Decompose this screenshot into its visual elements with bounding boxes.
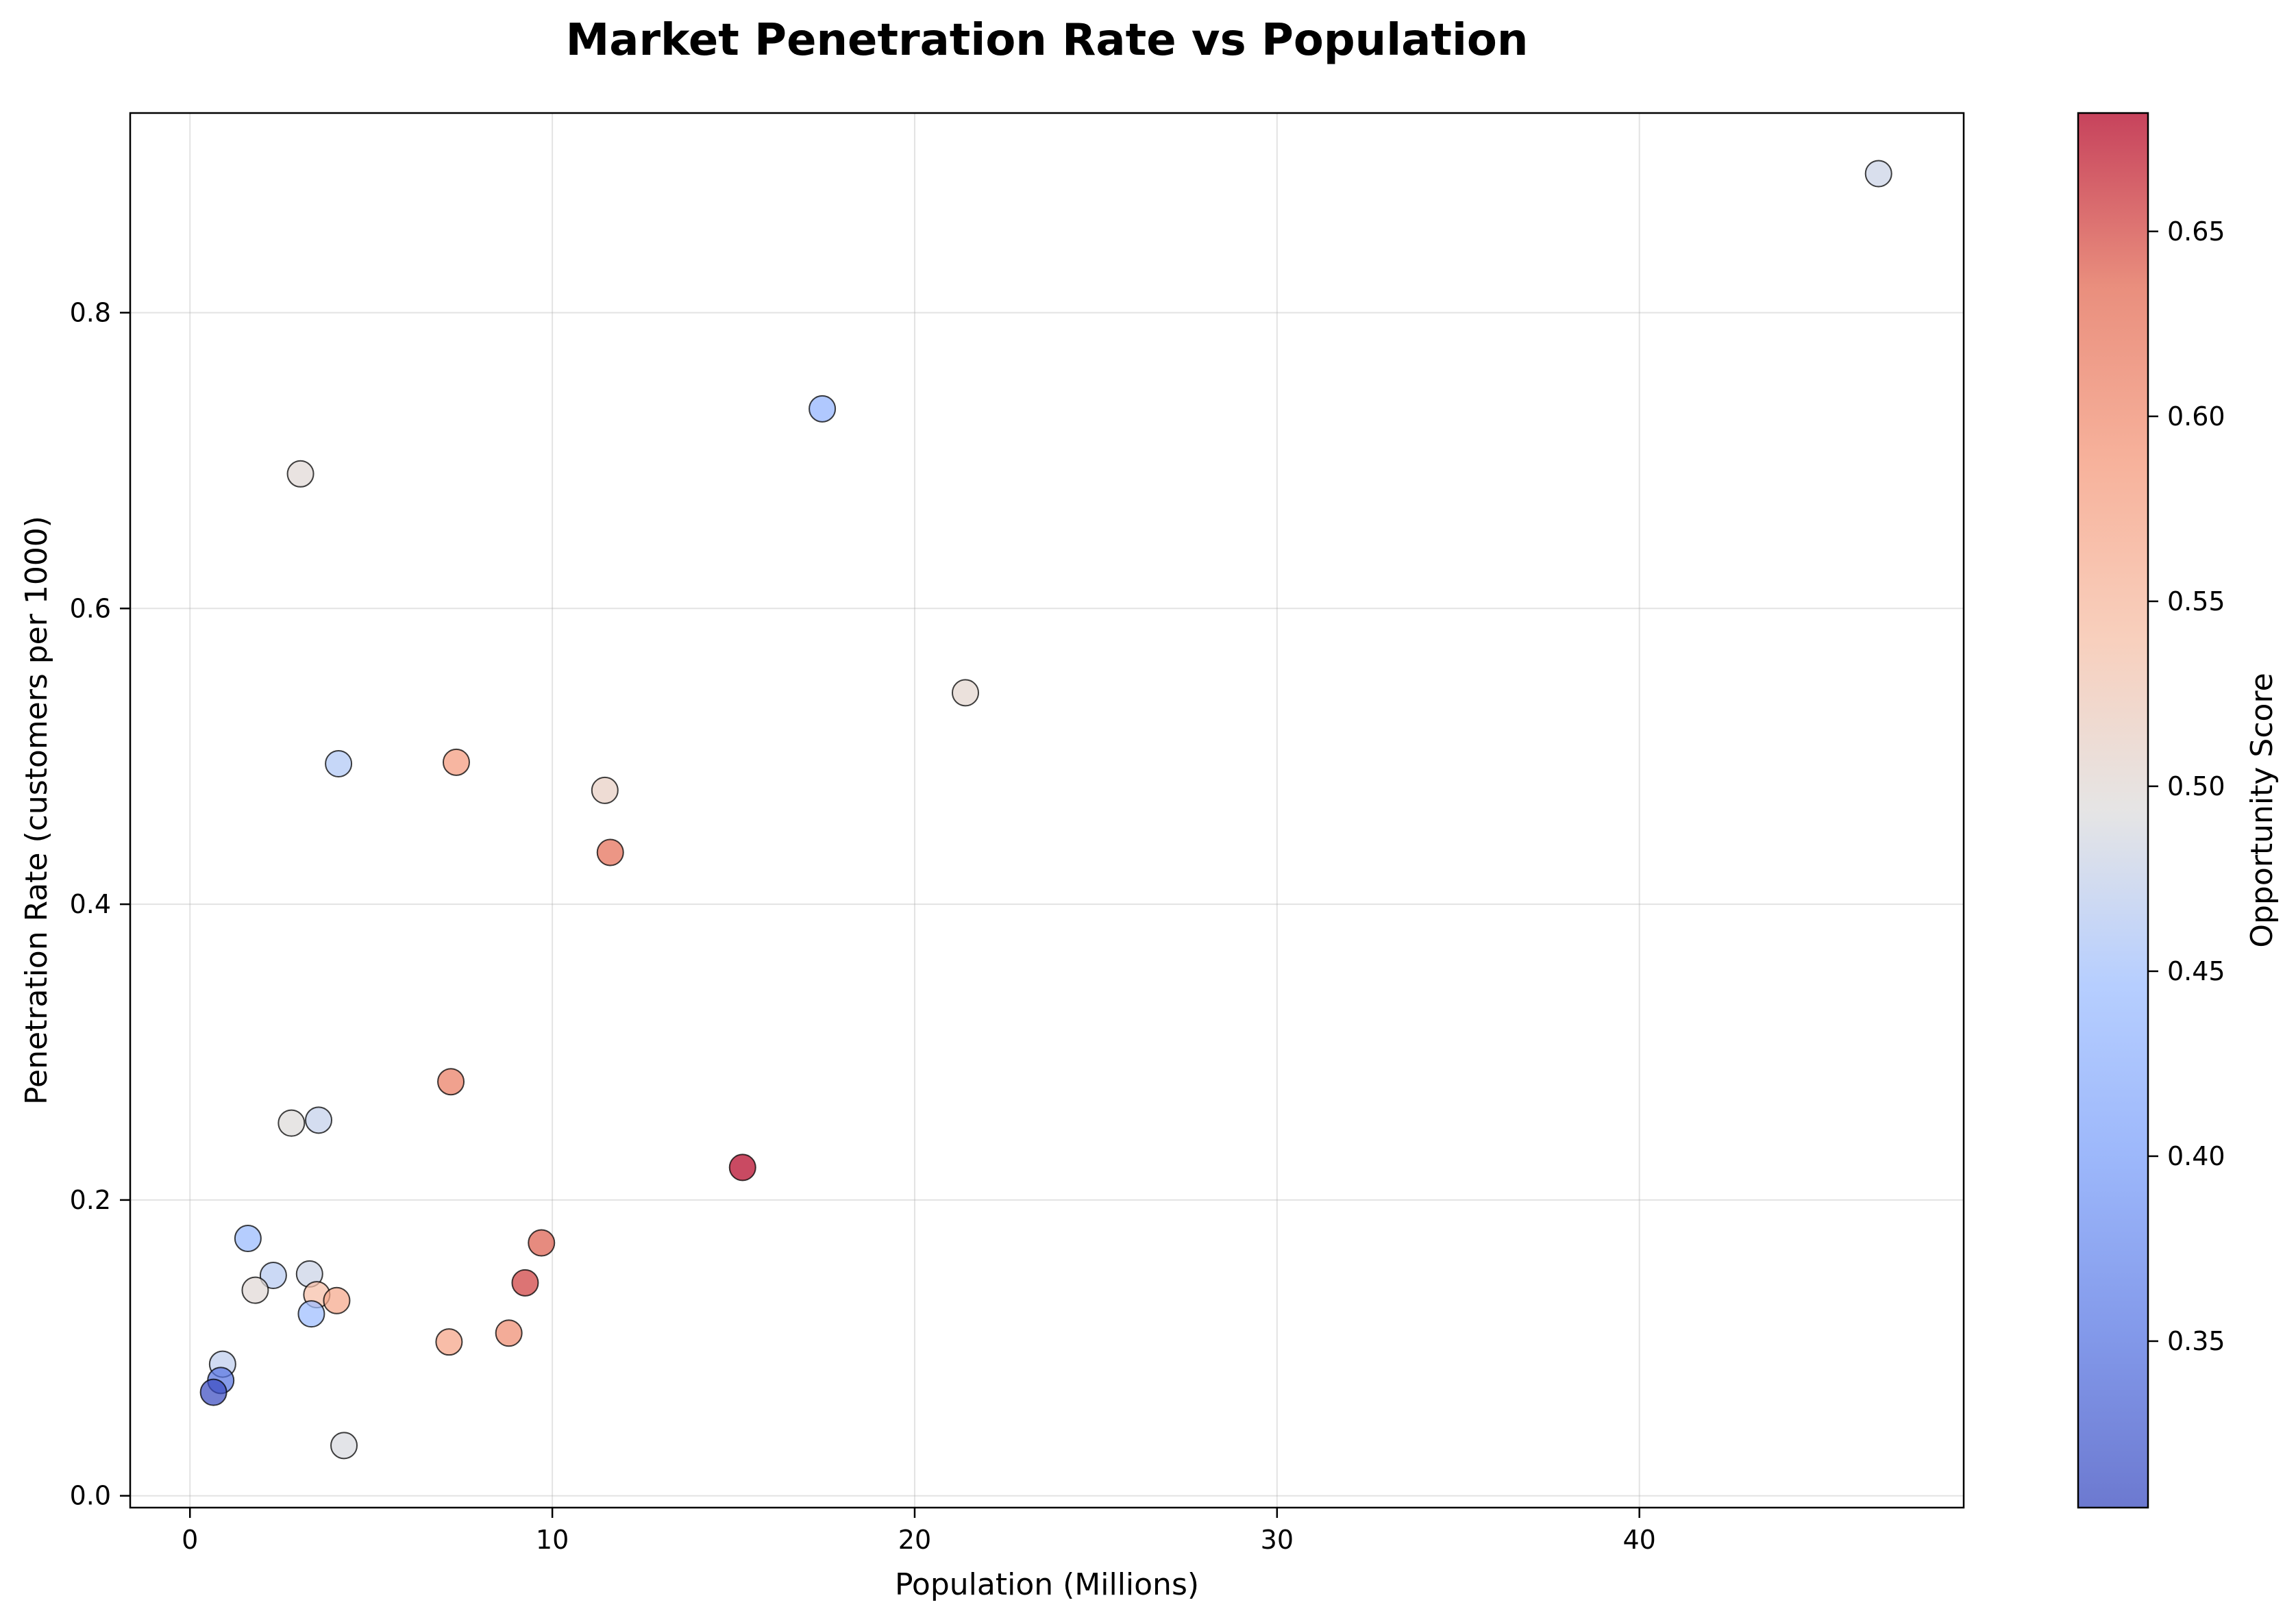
colorbar-tick-label: 0.65 (2167, 216, 2225, 247)
gridlines (130, 113, 1964, 1508)
scatter-point-4 (325, 749, 353, 777)
scatter-point-17 (241, 1276, 269, 1304)
y-tick-label: 0.2 (70, 1185, 111, 1215)
scatter-point-25 (199, 1378, 227, 1406)
y-axis-label: Penetration Rate (customers per 1000) (19, 516, 54, 1105)
y-tick-label: 0.8 (70, 297, 111, 327)
colorbar-tick-label: 0.50 (2167, 771, 2225, 801)
x-tick-label: 0 (182, 1525, 198, 1555)
colorbar-gradient (2078, 113, 2148, 1508)
scatter-point-8 (437, 1068, 465, 1096)
scatter-point-22 (435, 1328, 463, 1356)
colorbar-ticks: 0.35 0.40 0.45 0.50 0.55 0.60 0.65 (2148, 216, 2225, 1356)
scatter-point-3 (952, 679, 980, 707)
colorbar-tick-label: 0.35 (2167, 1326, 2225, 1356)
scatter-point-19 (323, 1286, 351, 1314)
y-tick-label: 0.4 (70, 889, 111, 919)
colorbar-tick-label: 0.60 (2167, 401, 2225, 432)
x-axis-label: Population (Millions) (895, 1567, 1199, 1602)
colorbar-tick-label: 0.55 (2167, 586, 2225, 616)
scatter-point-0 (1864, 160, 1892, 188)
scatter-point-9 (277, 1109, 306, 1137)
scatter-point-2 (286, 460, 314, 488)
scatter-point-11 (728, 1153, 756, 1182)
scatter-point-6 (591, 776, 619, 804)
chart-title: Market Penetration Rate vs Population (566, 15, 1529, 66)
scatter-point-5 (442, 748, 470, 776)
scatter-point-10 (305, 1106, 333, 1134)
scatter-point-14 (259, 1262, 287, 1290)
colorbar-tick-label: 0.40 (2167, 1141, 2225, 1171)
x-tick-label: 10 (536, 1525, 569, 1555)
x-tick-label: 30 (1261, 1525, 1294, 1555)
scatter-point-20 (297, 1300, 325, 1328)
x-tick-label: 40 (1622, 1525, 1655, 1555)
scatter-point-21 (495, 1319, 523, 1347)
colorbar: 0.35 0.40 0.45 0.50 0.55 0.60 0.65 Opportunity… (2077, 112, 2280, 1509)
scatter-point-13 (528, 1229, 556, 1257)
scatter-point-1 (808, 395, 837, 423)
scatter-point-7 (596, 838, 624, 866)
plot-area-frame (129, 112, 1965, 1509)
y-tick-label: 0.6 (70, 593, 111, 623)
axis-ticks: 0 10 20 30 40 0.0 0.2 0.4 0.6 0.8 (70, 297, 1656, 1555)
x-tick-label: 20 (898, 1525, 931, 1555)
data-points (199, 160, 1892, 1460)
y-tick-label: 0.0 (70, 1481, 111, 1511)
colorbar-label: Opportunity Score (2245, 673, 2280, 947)
scatter-point-26 (330, 1432, 358, 1460)
colorbar-tick-label: 0.45 (2167, 956, 2225, 986)
colorbar-frame (2077, 112, 2149, 1509)
scatter-point-12 (234, 1225, 262, 1253)
scatter-point-16 (511, 1269, 539, 1297)
